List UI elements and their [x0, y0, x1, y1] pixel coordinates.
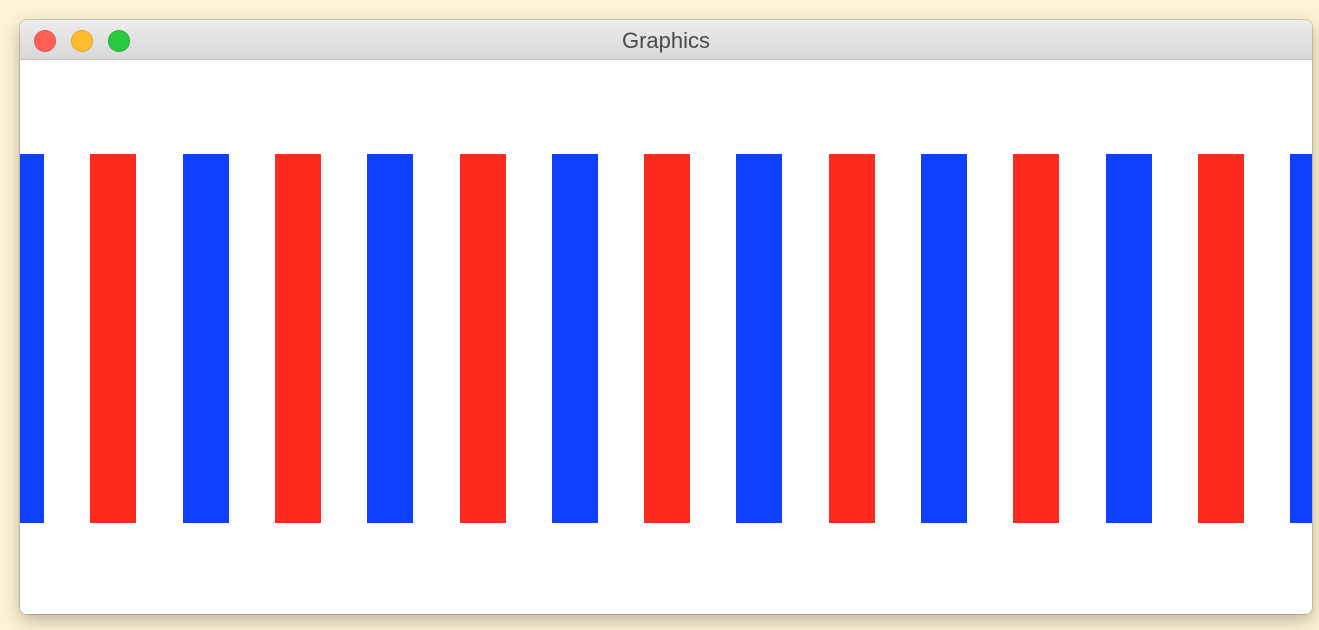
graphics-canvas [20, 60, 1312, 614]
zoom-button[interactable] [108, 30, 130, 52]
red-stripe [1013, 154, 1059, 523]
blue-stripe [367, 154, 413, 523]
red-stripe [90, 154, 136, 523]
minimize-button[interactable] [71, 30, 93, 52]
title-bar[interactable]: Graphics [20, 20, 1312, 60]
blue-stripe [1106, 154, 1152, 523]
blue-stripe [736, 154, 782, 523]
red-stripe [1198, 154, 1244, 523]
window-title: Graphics [621, 28, 711, 53]
blue-stripe [20, 154, 44, 523]
blue-stripe [183, 154, 229, 523]
blue-stripe [552, 154, 598, 523]
red-stripe [829, 154, 875, 523]
red-stripe [644, 154, 690, 523]
blue-stripe [1290, 154, 1312, 523]
red-stripe [460, 154, 506, 523]
red-stripe [275, 154, 321, 523]
close-button[interactable] [34, 30, 56, 52]
blue-stripe [921, 154, 967, 523]
graphics-window: Graphics [20, 20, 1312, 614]
